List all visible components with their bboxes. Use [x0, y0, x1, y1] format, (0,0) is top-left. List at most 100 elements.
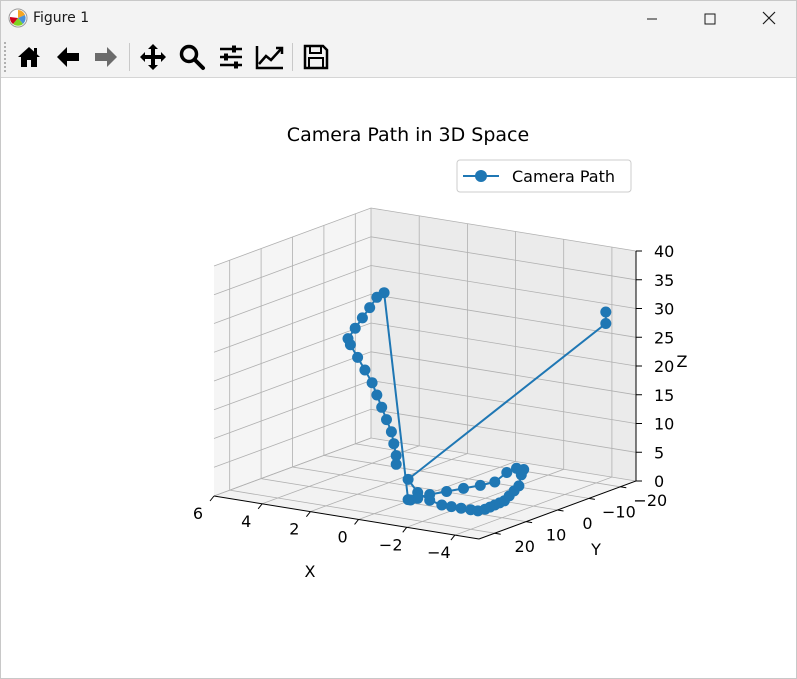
z-tick-label: 15 [654, 386, 674, 405]
matplotlib-logo-icon [8, 8, 28, 28]
close-button[interactable] [739, 1, 797, 37]
pan-button[interactable] [137, 41, 169, 73]
z-grid-line [213, 293, 637, 353]
data-point [390, 458, 402, 470]
z-tick-label: 10 [654, 415, 674, 434]
window-title: Figure 1 [33, 10, 90, 26]
x-tick [402, 526, 408, 533]
x-tick-label: −4 [427, 543, 451, 562]
y-tick-label: 0 [582, 514, 592, 533]
move-icon [139, 43, 167, 71]
arrow-left-icon [54, 43, 82, 71]
data-point [513, 480, 525, 492]
data-point [436, 499, 448, 511]
z-grid-line [213, 265, 637, 324]
z-grid-line [213, 322, 637, 382]
line-chart-icon [255, 43, 285, 71]
z-tick-label: 30 [654, 300, 674, 319]
home-icon [15, 43, 43, 71]
legend-box [456, 159, 632, 193]
legend-marker [475, 170, 487, 182]
data-point [381, 414, 392, 426]
z-tick-label: 5 [654, 443, 664, 462]
z-grid-line [213, 236, 637, 296]
data-point [474, 479, 486, 491]
x-tick-label: 2 [289, 520, 299, 539]
data-point [356, 312, 368, 324]
z-tick-label: 0 [654, 472, 664, 491]
close-icon [762, 10, 776, 29]
minimize-button[interactable] [622, 1, 682, 37]
data-point [600, 306, 612, 318]
data-point [402, 473, 414, 485]
floppy-disk-icon [302, 43, 330, 71]
data-point [349, 322, 361, 334]
x-tick [257, 503, 263, 510]
x-axis-label: X [305, 562, 316, 581]
z-tick-label: 25 [654, 328, 674, 347]
title-bar[interactable]: Figure 1 [1, 1, 796, 37]
grid-lines [213, 207, 637, 536]
data-point [424, 489, 436, 500]
subplots-button[interactable] [215, 41, 247, 73]
zoom-button[interactable] [176, 41, 208, 73]
chart-title: Camera Path in 3D Space [287, 124, 529, 146]
data-point [366, 377, 378, 389]
z-grid-line [213, 437, 637, 497]
z-tick-label: 20 [654, 357, 674, 376]
x-tick-label: 6 [193, 504, 203, 523]
x-tick [305, 511, 311, 517]
y-tick [494, 532, 501, 535]
z-tick-label: 40 [654, 242, 674, 261]
data-point [390, 450, 402, 462]
save-button[interactable] [300, 41, 332, 73]
navigation-toolbar [1, 37, 796, 78]
z-tick-label: 35 [654, 271, 674, 290]
x-tick [450, 534, 456, 541]
tick-marks [209, 250, 642, 541]
data-point [600, 318, 612, 329]
y-tick-label: −10 [602, 502, 636, 521]
maximize-button[interactable] [680, 1, 740, 37]
x-tick-label: 0 [337, 527, 347, 546]
data-point [501, 467, 513, 478]
legend[interactable]: Camera Path [456, 159, 632, 193]
axes-panes [214, 208, 636, 539]
z-grid-line [213, 408, 637, 468]
data-point [458, 482, 469, 494]
legend-label: Camera Path [512, 167, 615, 186]
data-point [402, 494, 414, 506]
z-grid-line [213, 207, 637, 267]
data-point [511, 462, 522, 474]
maximize-icon [704, 10, 716, 29]
data-point [364, 302, 376, 314]
figure-canvas[interactable]: 6 4 2 0 −2 −4 −20 −10 0 10 20 0 5 10 15 20 25 30 35 40 Came… [1, 78, 796, 678]
y-tick [620, 486, 627, 489]
data-point [371, 389, 383, 401]
y-tick-label: 10 [546, 526, 566, 545]
x-tick [209, 495, 215, 502]
series-camera-path [342, 287, 612, 517]
y-tick [557, 509, 564, 512]
data-point [352, 351, 364, 363]
sliders-icon [217, 43, 245, 71]
toolbar-grip[interactable] [4, 42, 8, 72]
x-axis-line [213, 495, 480, 540]
arrow-right-icon [92, 43, 120, 71]
toolbar-separator [129, 43, 130, 71]
data-point [388, 438, 400, 450]
edit-axes-button[interactable] [254, 41, 286, 73]
data-point [376, 401, 388, 413]
back-button[interactable] [52, 41, 84, 73]
data-point [385, 426, 397, 438]
home-button[interactable] [13, 41, 45, 73]
data-point [344, 339, 356, 351]
y-axis-label: Y [590, 540, 601, 559]
z-grid-line [213, 351, 637, 411]
forward-button[interactable] [90, 41, 122, 73]
data-point [489, 476, 501, 488]
x-tick [354, 519, 359, 525]
